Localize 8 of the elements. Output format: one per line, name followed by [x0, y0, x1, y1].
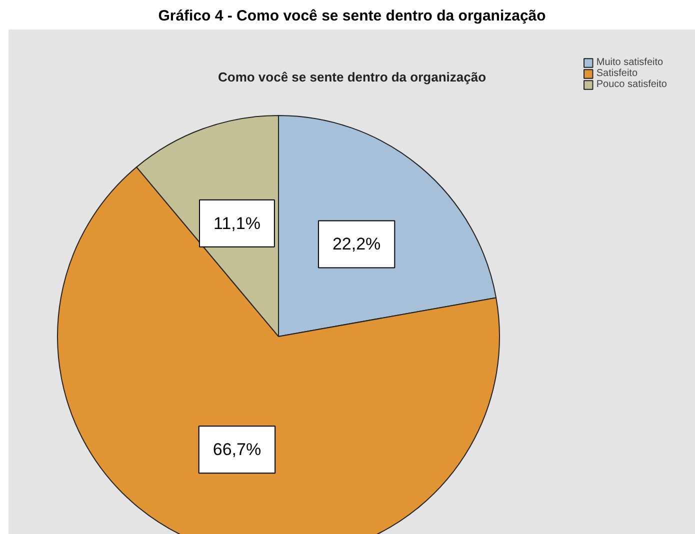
- legend-label: Pouco satisfeito: [596, 79, 667, 90]
- text: Como você se sente dentro da organização: [218, 70, 486, 85]
- legend-label: Muito satisfeito: [596, 57, 664, 68]
- data-label: 11,1%: [213, 214, 260, 233]
- data-label: 66,7%: [212, 440, 262, 460]
- data-label: 22,2%: [332, 234, 381, 254]
- chart-title: Gráfico 4 - Como você se sente dentro da organização: [158, 8, 546, 24]
- legend-label: Satisfeito: [596, 68, 638, 79]
